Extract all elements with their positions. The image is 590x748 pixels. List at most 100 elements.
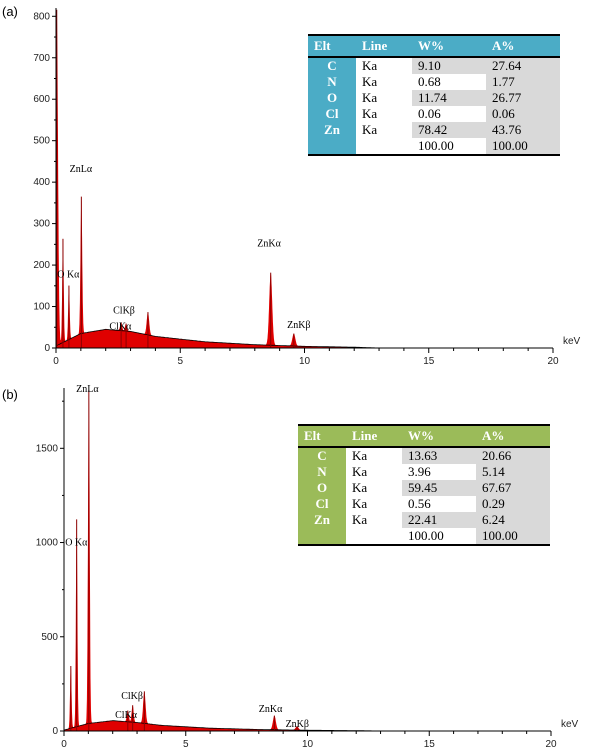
atomic-percent-cell: 67.67: [476, 480, 550, 496]
elt-cell: Zn: [308, 122, 356, 138]
elt-cell: O: [298, 480, 346, 496]
line-cell: Ka: [356, 90, 412, 106]
y-tick-label: 0: [44, 343, 50, 354]
weight-percent-cell: 0.56: [402, 496, 476, 512]
elt-cell: N: [308, 74, 356, 90]
x-tick-label: 0: [53, 356, 59, 367]
elt-cell: Zn: [298, 512, 346, 528]
atomic-percent-cell: 6.24: [476, 512, 550, 528]
table-row: C Ka 13.63 20.66: [298, 447, 550, 464]
y-tick-label: 800: [33, 11, 50, 22]
line-cell: Ka: [356, 122, 412, 138]
y-tick-label: 600: [33, 94, 50, 105]
table-total-row: 100.00 100.00: [308, 138, 560, 155]
x-tick-label: 15: [424, 739, 436, 748]
background-line: [63, 720, 380, 732]
col-header-w: W%: [418, 38, 444, 53]
line-cell: Ka: [356, 74, 412, 90]
composition-table-b: Elt Line W% A% C Ka 13.63 20.66 N Ka 3.9…: [298, 424, 550, 546]
line-cell: Ka: [346, 480, 402, 496]
peak-annotation: ClKβ: [113, 306, 135, 317]
weight-percent-cell: 59.45: [402, 480, 476, 496]
atomic-percent-cell: 0.06: [486, 106, 560, 122]
weight-percent-cell: 78.42: [412, 122, 486, 138]
table-total-row: 100.00 100.00: [298, 528, 550, 545]
weight-percent-cell: 13.63: [402, 447, 476, 464]
eds-spectrum-a: 0 100 200 300 400 500 600 700 800 0 5 10 15 20 keV ZnLα…: [33, 8, 581, 367]
line-cell: [356, 138, 412, 155]
y-tick-label: 300: [33, 219, 50, 230]
table-row: O Ka 59.45 67.67: [298, 480, 550, 496]
col-header-line: Line: [362, 38, 388, 53]
background-line: [55, 328, 378, 349]
y-tick-label: 700: [33, 53, 50, 64]
elt-cell: C: [308, 57, 356, 74]
peak-annotation: ClKα: [109, 321, 132, 332]
weight-percent-total-cell: 100.00: [402, 528, 476, 545]
peak-annotation: ClKβ: [121, 691, 143, 702]
y-tick-label: 400: [33, 177, 50, 188]
elt-cell: Cl: [298, 496, 346, 512]
y-tick-label: 1000: [36, 538, 59, 549]
weight-percent-cell: 3.96: [402, 464, 476, 480]
y-tick-label: 500: [41, 632, 58, 643]
table-row: N Ka 3.96 5.14: [298, 464, 550, 480]
atomic-percent-cell: 0.29: [476, 496, 550, 512]
atomic-percent-total-cell: 100.00: [476, 528, 550, 545]
peak-annotation: ZnLα: [76, 384, 99, 395]
atomic-percent-cell: 1.77: [486, 74, 560, 90]
atomic-percent-total-cell: 100.00: [486, 138, 560, 155]
elt-cell: [308, 138, 356, 155]
spectrum-panel-a: (a) 0 100 200 300 400 500 600 700 800 0 5 10 15 20 keV…: [2, 4, 581, 367]
x-tick-label: 10: [299, 356, 311, 367]
line-cell: [346, 528, 402, 545]
peak-annotation: ClKα: [115, 710, 138, 721]
col-header-elt: Elt: [314, 38, 331, 53]
y-tick-label: 1500: [36, 443, 59, 454]
elt-cell: C: [298, 447, 346, 464]
x-unit-label: keV: [561, 719, 579, 730]
line-cell: Ka: [356, 57, 412, 74]
x-tick-label: 5: [177, 356, 183, 367]
col-header-a: A%: [482, 428, 505, 443]
atomic-percent-cell: 43.76: [486, 122, 560, 138]
col-header-elt: Elt: [304, 428, 321, 443]
line-cell: Ka: [346, 464, 402, 480]
table-header-row: Elt Line W% A%: [298, 425, 550, 447]
elt-cell: O: [308, 90, 356, 106]
y-tick-label: 100: [33, 302, 50, 313]
peak-annotation: ZnKα: [257, 238, 281, 249]
weight-percent-cell: 11.74: [412, 90, 486, 106]
table-row: Zn Ka 22.41 6.24: [298, 512, 550, 528]
col-header-line: Line: [352, 428, 378, 443]
weight-percent-cell: 9.10: [412, 57, 486, 74]
peak-annotation: O Kα: [65, 537, 88, 548]
panel-label-a: (a): [2, 4, 18, 19]
weight-percent-total-cell: 100.00: [412, 138, 486, 155]
peak-annotation: ZnKβ: [286, 719, 309, 730]
x-unit-label: keV: [563, 336, 581, 347]
table-row: O Ka 11.74 26.77: [308, 90, 560, 106]
elt-cell: [298, 528, 346, 545]
atomic-percent-cell: 27.64: [486, 57, 560, 74]
table-header-row: Elt Line W% A%: [308, 35, 560, 57]
peak-annotation: O Kα: [57, 270, 80, 281]
weight-percent-cell: 0.06: [412, 106, 486, 122]
eds-spectrum-b: 0 500 1000 1500 0 5 10 15 20 keV ZnLα O Kα ClKβ ClKα Z…: [36, 384, 579, 748]
x-tick-label: 20: [547, 356, 559, 367]
y-tick-label: 0: [52, 726, 58, 737]
y-tick-label: 500: [33, 136, 50, 147]
x-tick-label: 0: [61, 739, 67, 748]
elt-cell: Cl: [308, 106, 356, 122]
x-tick-label: 20: [545, 739, 557, 748]
spectrum-panel-b: (b) 0 500 1000 1500 0 5 10 15 20 keV ZnLα O Kα ClKβ C…: [0, 374, 590, 748]
col-header-w: W%: [408, 428, 434, 443]
line-cell: Ka: [356, 106, 412, 122]
x-tick-label: 10: [302, 739, 314, 748]
table-row: Cl Ka 0.06 0.06: [308, 106, 560, 122]
table-row: C Ka 9.10 27.64: [308, 57, 560, 74]
atomic-percent-cell: 20.66: [476, 447, 550, 464]
x-tick-label: 5: [183, 739, 189, 748]
table-row: Cl Ka 0.56 0.29: [298, 496, 550, 512]
col-header-a: A%: [492, 38, 515, 53]
